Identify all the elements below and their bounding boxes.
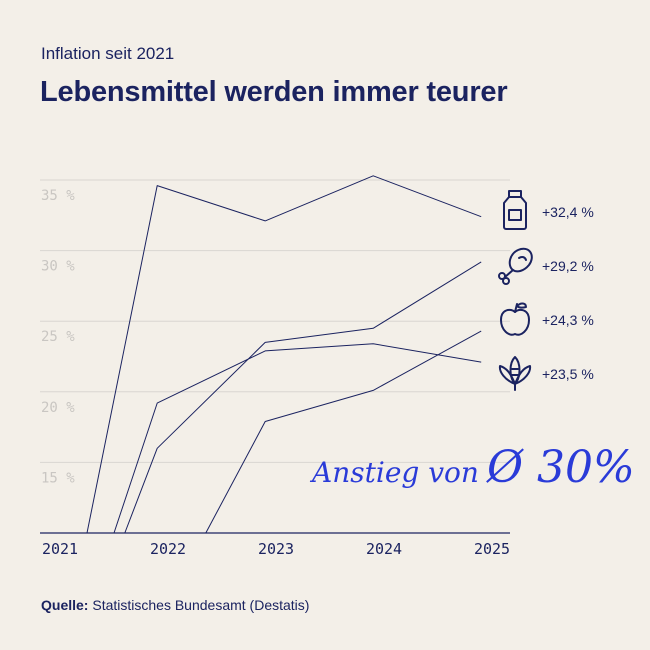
end-label-fruit: +24,3 % <box>542 312 594 328</box>
series-icons <box>498 190 533 391</box>
end-labels: +32,4 % +29,2 % +24,3 % +23,5 % <box>542 204 594 382</box>
callout-prefix: Anstieg von <box>312 456 479 489</box>
x-tick-label: 2023 <box>258 540 294 558</box>
source-text: Statistisches Bundesamt (Destatis) <box>92 597 310 613</box>
corn-icon <box>498 356 532 391</box>
x-tick-label: 2022 <box>150 540 186 558</box>
callout-value: Ø 30% <box>486 442 635 493</box>
end-label-meat: +29,2 % <box>542 258 594 274</box>
x-tick-label: 2024 <box>366 540 402 558</box>
x-tick-label: 2021 <box>42 540 78 558</box>
milk-bottle-icon <box>503 190 527 230</box>
series-lines <box>86 175 482 534</box>
source-label: Quelle: <box>41 597 89 613</box>
end-label-vegetables: +23,5 % <box>542 366 594 382</box>
y-tick-label: 15 % <box>41 470 75 486</box>
series-line-corn <box>113 343 482 534</box>
chart-title: Lebensmittel werden immer teurer <box>40 76 508 108</box>
end-label-milk: +32,4 % <box>542 204 594 220</box>
x-tick-label: 2025 <box>474 540 510 558</box>
series-line-milk-bottle <box>86 175 482 534</box>
series-line-apple <box>205 330 482 534</box>
source-note: Quelle: Statistisches Bundesamt (Destati… <box>41 597 309 613</box>
y-tick-label: 35 % <box>41 188 75 204</box>
chart-kicker: Inflation seit 2021 <box>41 44 175 63</box>
chicken-leg-icon <box>498 247 533 285</box>
y-tick-label: 25 % <box>41 329 75 345</box>
y-tick-label: 20 % <box>41 400 75 416</box>
grid-layer: 15 % 20 % 25 % 30 % 35 % 2021 2022 2023 2024 2025 <box>40 179 510 558</box>
y-tick-label: 30 % <box>41 259 75 275</box>
series-line-chicken-leg <box>124 261 482 534</box>
apple-icon <box>500 302 530 336</box>
increase-callout: Anstieg von Ø 30% <box>312 442 635 493</box>
